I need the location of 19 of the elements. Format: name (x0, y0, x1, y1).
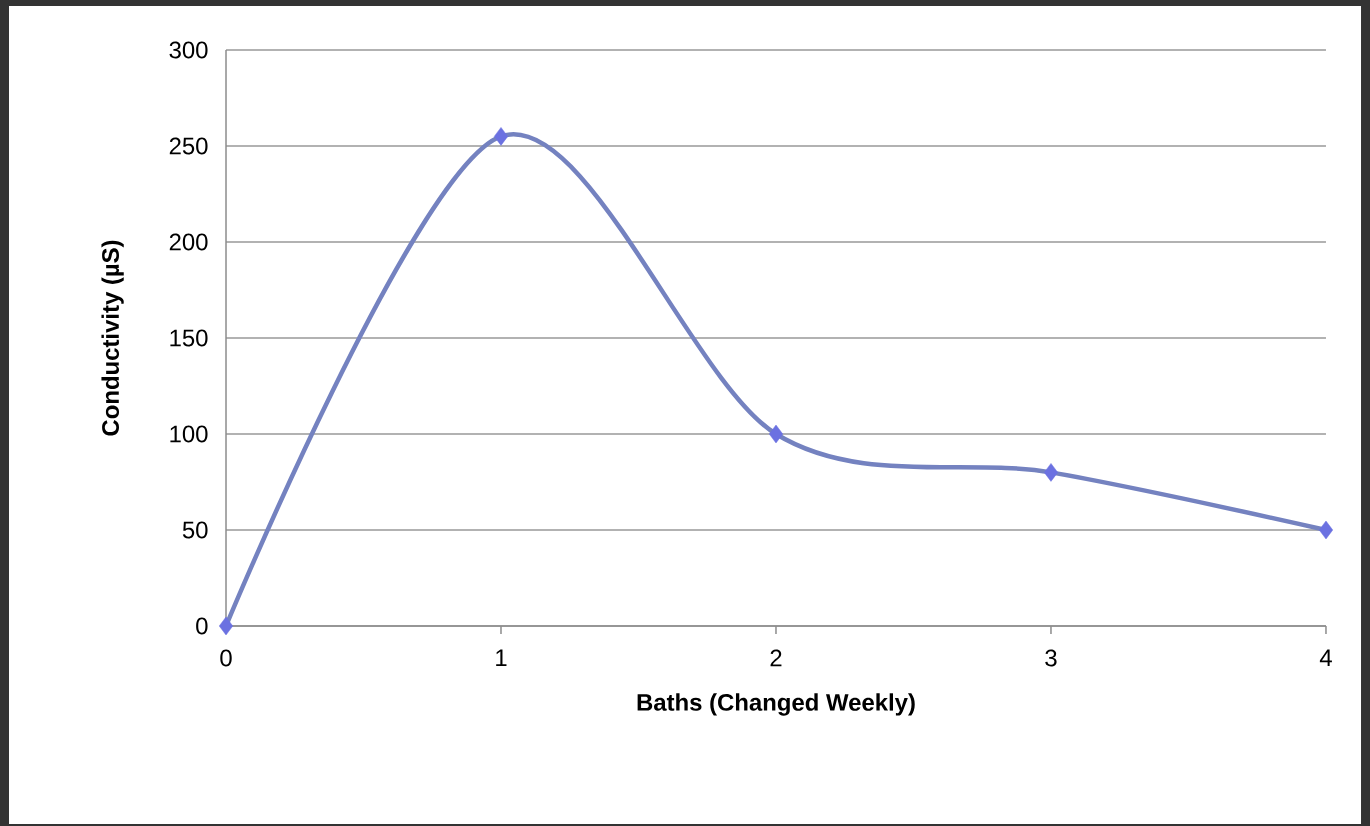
point (219, 616, 233, 636)
x-axis-title: Baths (Changed Weekly) (637, 693, 915, 716)
point (768, 424, 783, 444)
x-tick-label: 4 (1319, 649, 1332, 666)
point (494, 127, 508, 146)
y-tick-label: 200 (169, 233, 208, 251)
x-tick-label: 3 (1045, 649, 1057, 667)
y-tick-label: 250 (169, 137, 208, 155)
y-tick-label: 300 (169, 41, 208, 59)
x-tick-label: 0 (220, 649, 232, 667)
y-tick-label: 0 (196, 617, 208, 635)
point (1043, 463, 1058, 482)
y-axis-title: Conductivity (µS) (101, 240, 124, 436)
x-tick-label: 1 (496, 649, 507, 666)
x-tick-label: 2 (770, 649, 782, 667)
y-tick-label: 50 (182, 521, 208, 539)
y-tick-label: 100 (170, 425, 208, 443)
point (1318, 520, 1333, 540)
y-tick-label: 150 (170, 329, 208, 347)
